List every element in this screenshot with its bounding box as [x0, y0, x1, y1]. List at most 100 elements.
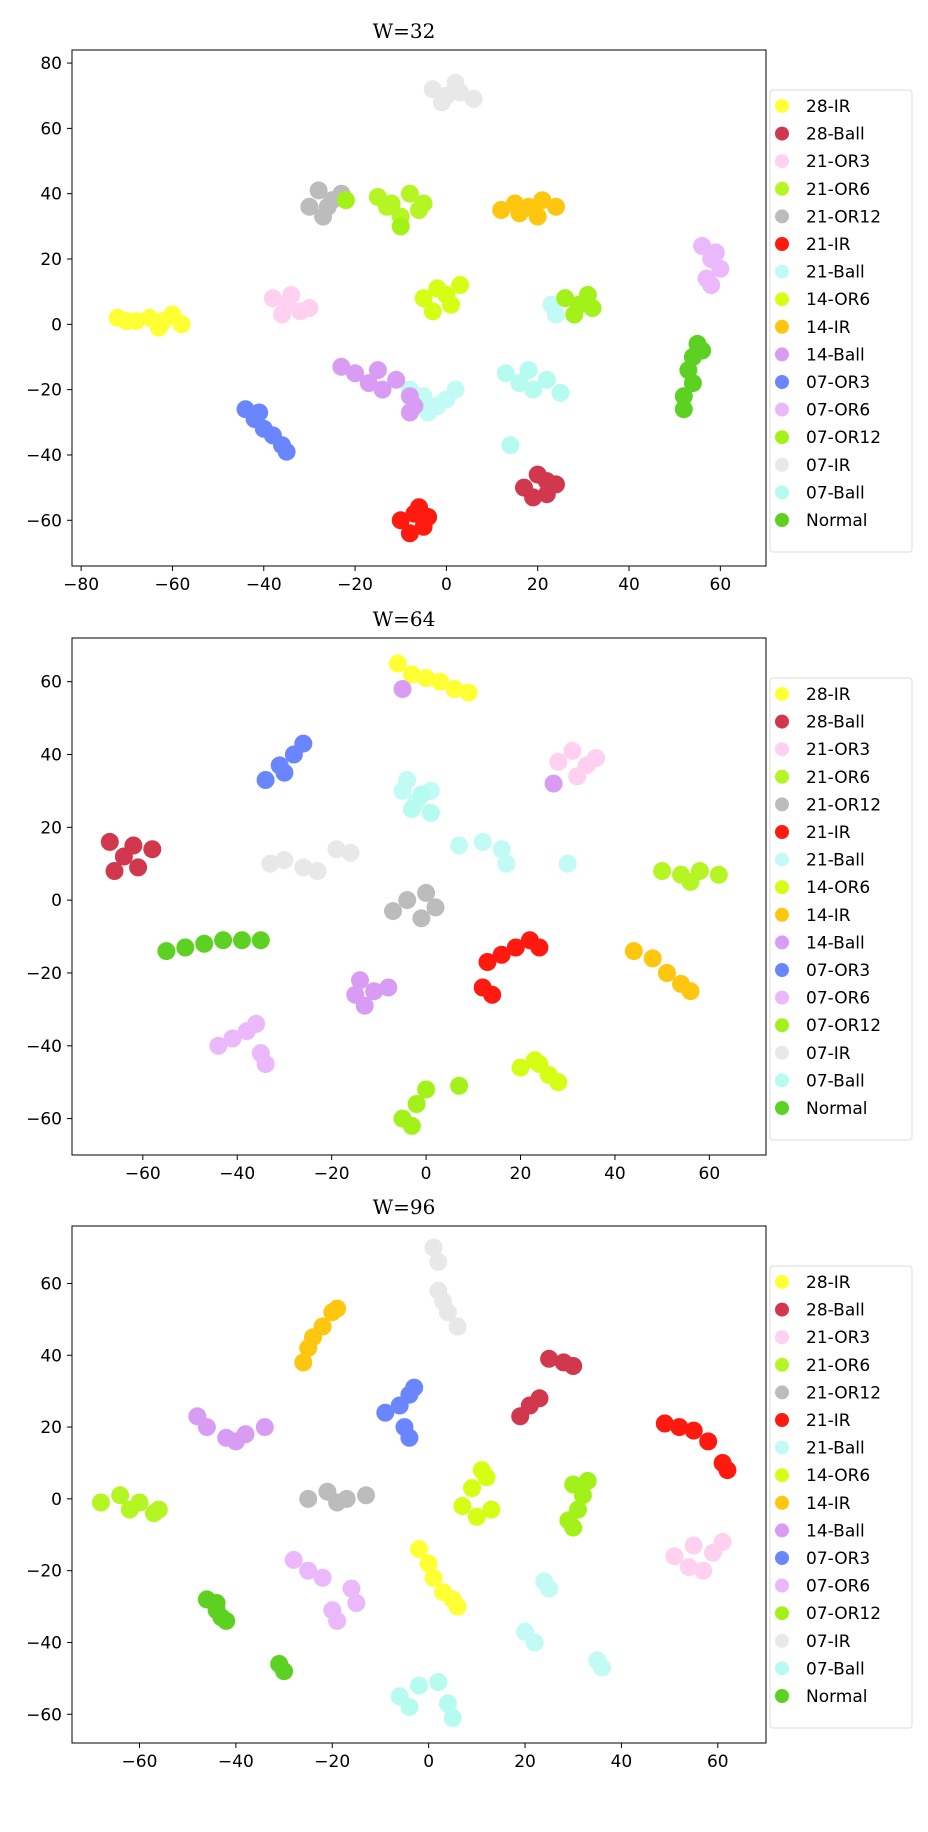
scatter-point [547, 305, 565, 324]
scatter-point [357, 1486, 375, 1505]
legend-label: 07-OR12 [806, 1016, 881, 1036]
scatter-point [450, 1076, 469, 1095]
series-28-ir [108, 305, 191, 337]
series-normal [197, 1590, 294, 1681]
scatter-point [524, 488, 543, 507]
scatter-point [105, 862, 124, 880]
legend-label: 07-Ball [806, 483, 865, 503]
scatter-point [492, 945, 511, 964]
scatter-point [559, 1511, 578, 1530]
series-07-ball [402, 785, 440, 822]
legend-marker [775, 402, 789, 417]
scatter-point [653, 862, 672, 880]
scatter-point [300, 197, 319, 216]
legend-label: Normal [806, 1099, 868, 1119]
legend-label: 28-Ball [806, 1301, 865, 1321]
legend-label: 07-OR3 [806, 961, 870, 981]
scatter-point [124, 836, 143, 855]
scatter-point [446, 73, 465, 92]
scatter-point [250, 403, 269, 422]
legend-marker [775, 1413, 789, 1427]
y-tick-label: 60 [40, 119, 62, 139]
scatter-point [674, 400, 693, 419]
panel-title: W=32 [373, 19, 436, 43]
series-28-ir [410, 1540, 467, 1616]
legend-marker [775, 852, 789, 867]
legend-marker [775, 1302, 789, 1317]
scatter-point [233, 931, 251, 950]
scatter-point [336, 191, 355, 210]
scatter-point [294, 734, 313, 753]
y-tick-label: −20 [26, 1562, 62, 1582]
legend-marker [775, 963, 789, 977]
scatter-point [400, 524, 419, 543]
scatter-point [423, 302, 442, 321]
scatter-point [212, 1608, 231, 1627]
scatter-points [91, 1238, 737, 1727]
legend-label: 07-Ball [806, 1659, 865, 1679]
scatter-point [459, 683, 478, 702]
scatter-point [277, 442, 296, 461]
y-tick-label: −20 [26, 964, 62, 984]
scatter-point [477, 1468, 496, 1487]
legend-marker [775, 1385, 789, 1400]
scatter-point [556, 289, 575, 308]
series-21-or6 [368, 184, 433, 226]
series-07-or3 [236, 400, 296, 461]
legend-marker [775, 1661, 789, 1676]
panel-title: W=64 [373, 607, 436, 631]
scatter-point [143, 840, 162, 859]
scatter-point [537, 370, 556, 389]
scatter-point [478, 953, 497, 971]
scatter-point [412, 909, 431, 928]
scatter-point [681, 872, 700, 891]
scatter-point [417, 1080, 436, 1099]
legend-label: 28-Ball [806, 125, 865, 145]
legend-marker [775, 1468, 789, 1483]
scatter-point [223, 1029, 242, 1048]
scatter-point [359, 374, 378, 393]
scatter-point [294, 858, 313, 877]
legend-label: 21-OR12 [806, 795, 881, 815]
scatter-point [537, 472, 556, 491]
y-tick-label: 60 [40, 673, 62, 693]
scatter-point [347, 1594, 366, 1612]
scatter-point [120, 1500, 139, 1519]
x-tick-label: 40 [618, 575, 640, 595]
legend-marker [775, 1275, 789, 1289]
scatter-point [368, 361, 387, 380]
scatter-point [417, 669, 436, 687]
scatter-point [473, 832, 492, 851]
series-07-or12 [559, 1471, 597, 1537]
scatter-point [256, 1055, 275, 1073]
series-07-or12 [336, 191, 602, 324]
scatter-point [163, 305, 182, 324]
legend-marker [775, 154, 789, 169]
scatter-point [384, 902, 402, 921]
scatter-point [511, 1058, 530, 1077]
scatter-point [563, 741, 582, 760]
scatter-point [573, 1486, 592, 1505]
scatter-point [410, 1540, 428, 1559]
x-tick-label: −40 [246, 575, 282, 595]
series-14-ir [492, 191, 565, 226]
scatter-point [157, 942, 176, 961]
scatter-point [346, 364, 365, 383]
x-tick-label: 60 [699, 1164, 721, 1184]
scatter-point [255, 1418, 274, 1437]
scatter-point [438, 1694, 457, 1713]
legend-marker [775, 209, 789, 224]
panel-w96: W=96 −60 −40 −20 0 20 40 60 −60 −40 −20 0 20 40 60 28-… [26, 1195, 913, 1772]
scatter-point [214, 931, 233, 950]
legend-label: 07-OR3 [806, 373, 870, 393]
x-tick-label: 40 [611, 1752, 633, 1772]
scatter-point [564, 1357, 583, 1375]
scatter-point [226, 1432, 245, 1451]
scatter-point [400, 1428, 419, 1447]
legend-label: 21-OR3 [806, 152, 870, 172]
x-tick-label: −20 [314, 1752, 350, 1772]
x-tick-label: −60 [155, 575, 191, 595]
scatter-point [402, 1116, 421, 1135]
plot-frame [71, 637, 767, 1156]
scatter-point [718, 1461, 737, 1480]
